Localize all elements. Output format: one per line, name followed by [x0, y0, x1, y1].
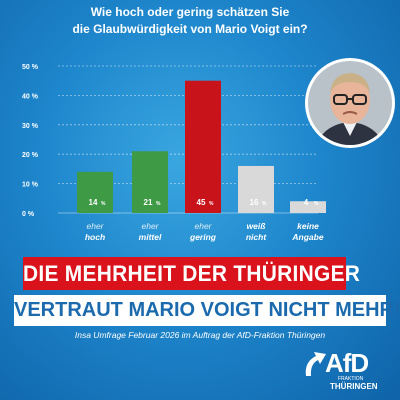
bar-value-unit: %: [262, 201, 267, 207]
category-label-line-2: mittel: [138, 232, 162, 242]
category-label: eher mittel: [120, 221, 180, 243]
bar: [77, 171, 113, 213]
y-tick-label: 50 %: [22, 64, 39, 71]
headline-banner-red: DIE MEHRHEIT DER THÜRINGER: [23, 257, 360, 290]
category-label-line-2: Angabe: [292, 232, 324, 242]
category-label-line-1: keine: [297, 221, 319, 231]
y-tick-label: 20 %: [22, 152, 39, 159]
category-label-line-1: weiß: [246, 221, 266, 231]
category-label-line-2: gering: [190, 232, 216, 242]
bar: [238, 165, 274, 213]
bar-value-unit: %: [101, 201, 106, 207]
bar-value-label: 4: [304, 198, 309, 207]
bar-value-label: 14: [89, 198, 98, 207]
headline-banner-white: VERTRAUT MARIO VOIGT NICHT MEHR!: [14, 295, 400, 326]
category-label-line-1: eher: [141, 221, 159, 231]
category-label: keine Angabe: [278, 221, 338, 243]
logo-subtitle-1: FRAKTION: [338, 376, 364, 382]
question-line-2: die Glaubwürdigkeit von Mario Voigt ein?: [72, 22, 308, 36]
category-label: weiß nicht: [226, 221, 286, 243]
afd-logo: AfD FRAKTION THÜRINGEN: [300, 346, 395, 396]
bar-value-label: 45: [197, 198, 206, 207]
bar-value-label: 21: [144, 198, 153, 207]
category-label: eher gering: [173, 221, 233, 243]
bar: [290, 201, 326, 213]
category-label-line-1: eher: [194, 221, 212, 231]
bar-value-unit: %: [156, 201, 161, 207]
source-note: Insa Umfrage Februar 2026 im Auftrag der…: [74, 330, 326, 340]
chart-question: Wie hoch oder gering schätzen Sie die Gl…: [40, 4, 340, 38]
logo-mark: AfD: [325, 348, 369, 378]
y-tick-label: 30 %: [22, 123, 39, 130]
bar-value-label: 16: [250, 198, 259, 207]
y-tick-label: 0 %: [22, 211, 35, 218]
category-label-line-2: hoch: [84, 232, 106, 242]
bar: [132, 151, 168, 213]
bar-value-unit: %: [314, 201, 319, 207]
y-tick-label: 10 %: [22, 182, 39, 189]
question-line-1: Wie hoch oder gering schätzen Sie: [90, 5, 290, 19]
afd-arrow-icon: [305, 352, 326, 376]
person-portrait-icon: [305, 58, 395, 148]
category-label-line-1: eher: [86, 221, 104, 231]
bar: [185, 80, 221, 213]
bar-value-unit: %: [209, 201, 214, 207]
category-label: eher hoch: [65, 221, 125, 243]
logo-subtitle-2: THÜRINGEN: [330, 382, 378, 391]
category-label-line-2: nicht: [245, 232, 267, 242]
y-tick-label: 40 %: [22, 93, 39, 100]
